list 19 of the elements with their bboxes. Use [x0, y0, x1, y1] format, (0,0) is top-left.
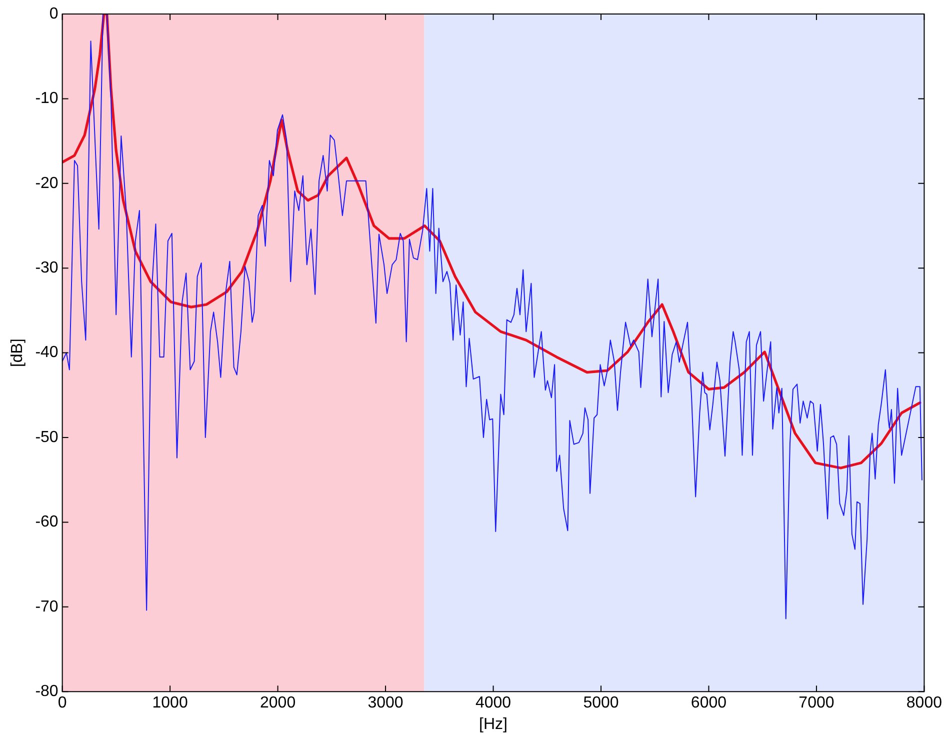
y-axis-title: [dB]	[9, 338, 26, 368]
y-tick-label: -10	[35, 90, 58, 108]
x-tick-label: 3000	[368, 694, 404, 712]
y-tick-label: -30	[35, 260, 58, 277]
y-tick-label: -80	[35, 683, 58, 700]
x-tick-label: 8000	[906, 694, 942, 712]
y-tick-label: -60	[35, 514, 58, 531]
x-tick-label: 7000	[798, 694, 834, 712]
y-tick-label: -20	[35, 174, 58, 192]
y-tick-label: 0	[49, 5, 58, 22]
x-tick-label: 2000	[260, 694, 296, 712]
x-axis-title: [Hz]	[479, 716, 508, 733]
y-tick-label: -50	[35, 428, 58, 446]
x-tick-label: 4000	[475, 694, 512, 712]
x-tick-label: 5000	[583, 694, 619, 712]
y-tick-label: -40	[35, 344, 58, 362]
x-tick-label: 1000	[152, 694, 188, 712]
y-tick-label: -70	[35, 598, 58, 616]
x-tick-label: 6000	[690, 694, 727, 712]
